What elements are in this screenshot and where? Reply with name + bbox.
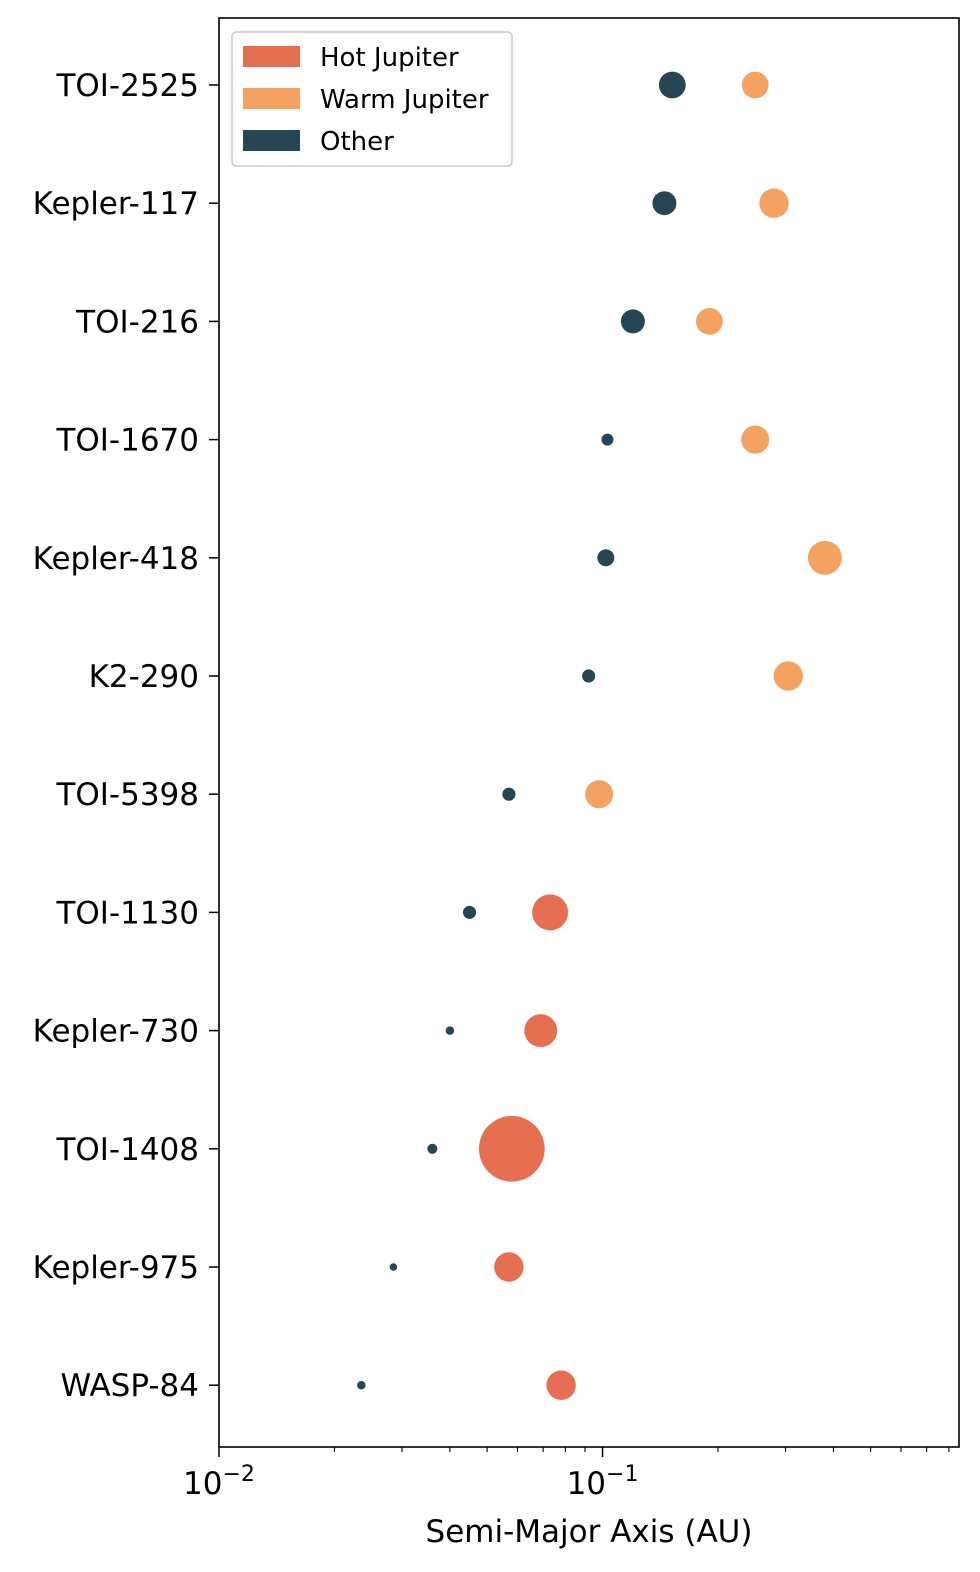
point-other: [502, 787, 516, 801]
point-warm: [807, 540, 842, 575]
y-tick-label: Kepler-418: [33, 541, 199, 577]
point-other: [389, 1263, 398, 1271]
point-hot: [494, 1252, 524, 1282]
point-other: [658, 71, 686, 99]
point-hot: [546, 1370, 576, 1400]
legend: Hot Jupiter Warm Jupiter Other: [231, 31, 513, 167]
legend-label-hot: Hot Jupiter: [320, 43, 459, 73]
x-tick-label: 10−1: [567, 1462, 639, 1502]
legend-box: [231, 31, 513, 167]
y-tick-label: TOI-5398: [55, 777, 199, 813]
point-other: [597, 549, 615, 567]
y-tick-label: TOI-1408: [55, 1132, 199, 1168]
legend-swatch-hot: [243, 46, 300, 67]
point-other: [462, 905, 477, 919]
y-tick-label: TOI-2525: [55, 68, 199, 104]
x-axis-label: Semi-Major Axis (AU): [426, 1514, 753, 1550]
point-warm: [773, 661, 803, 691]
legend-label-warm: Warm Jupiter: [320, 85, 489, 115]
y-axis: TOI-2525 Kepler-117 TOI-216 TOI-1670 Kepler-…: [33, 68, 219, 1404]
legend-swatch-warm: [243, 88, 300, 109]
point-warm: [759, 188, 789, 218]
legend-label-other: Other: [320, 127, 394, 157]
point-hot: [524, 1014, 558, 1048]
x-tick-label: 10−2: [183, 1462, 255, 1502]
x-axis: 10−2 10−1: [183, 1447, 950, 1502]
y-tick-label: Kepler-730: [33, 1014, 199, 1050]
point-other: [620, 309, 645, 334]
point-warm: [585, 780, 614, 809]
point-warm: [741, 71, 769, 99]
point-warm: [696, 307, 723, 335]
point-other: [601, 433, 614, 446]
points-layer: [357, 71, 842, 1400]
point-other: [427, 1143, 438, 1154]
y-tick-label: TOI-216: [75, 304, 199, 340]
point-hot: [478, 1115, 545, 1182]
y-tick-label: Kepler-975: [33, 1250, 199, 1286]
point-other: [357, 1380, 366, 1390]
y-tick-label: TOI-1670: [55, 423, 199, 459]
point-warm: [741, 425, 770, 454]
point-other: [582, 669, 596, 683]
y-tick-label: Kepler-117: [33, 186, 199, 222]
legend-swatch-other: [243, 130, 300, 151]
y-tick-label: TOI-1130: [55, 895, 199, 931]
y-tick-label: K2-290: [89, 659, 199, 695]
point-hot: [532, 894, 569, 931]
y-tick-label: WASP-84: [61, 1368, 200, 1404]
point-other: [652, 191, 677, 216]
plot-frame: [218, 17, 960, 1448]
point-other: [445, 1026, 455, 1035]
